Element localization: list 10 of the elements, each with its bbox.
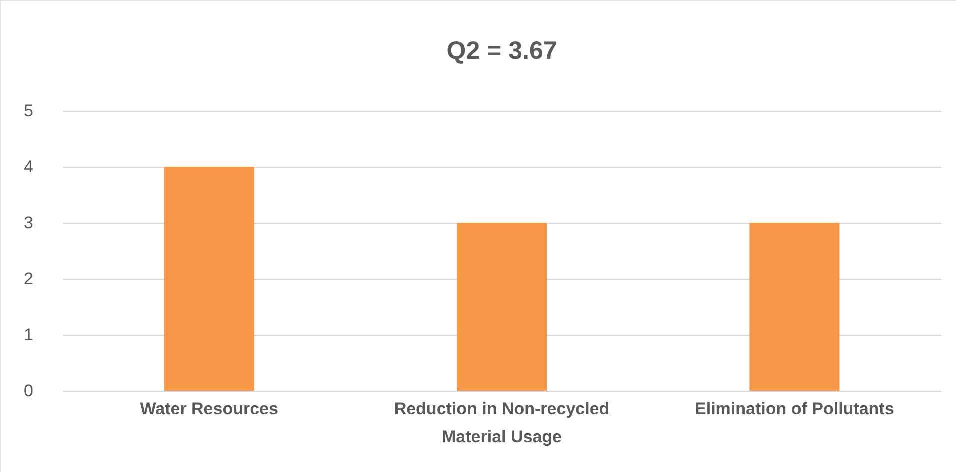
y-tick-label: 2 (24, 270, 34, 288)
y-tick-label: 0 (24, 382, 34, 400)
x-tick-label: Reduction in Non-recycled Material Usage (394, 400, 610, 446)
x-tick-label: Elimination of Pollutants (695, 400, 894, 418)
y-tick-label: 3 (24, 214, 34, 232)
x-tick-label: Water Resources (140, 400, 278, 418)
y-tick-label: 4 (24, 158, 34, 176)
y-tick-label: 5 (24, 102, 34, 120)
y-tick-label: 1 (24, 326, 34, 344)
chart-title: Q2 = 3.67 (446, 37, 558, 65)
